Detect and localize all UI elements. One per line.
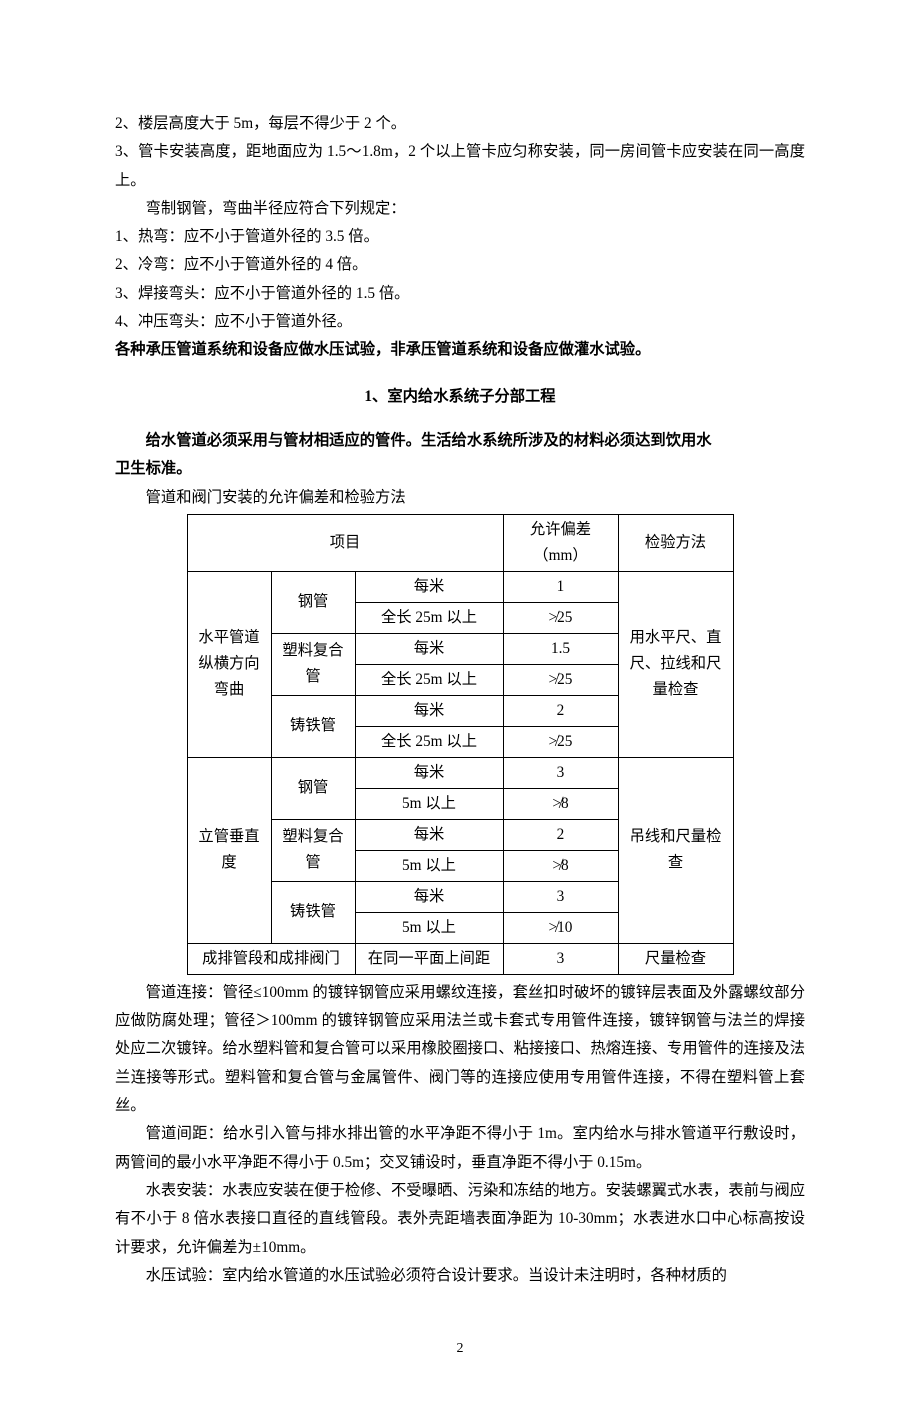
table-cell: 1 (503, 571, 618, 602)
table-cell: 全长 25m 以上 (355, 602, 503, 633)
table-header: 允许偏差（mm） (503, 514, 618, 571)
table-cell: 每米 (355, 819, 503, 850)
table-cell: ≯10 (503, 912, 618, 943)
table-cell: 全长 25m 以上 (355, 664, 503, 695)
table-cell: 3 (503, 943, 618, 974)
table-cell: 在同一平面上间距 (355, 943, 503, 974)
table-cell: ≯8 (503, 788, 618, 819)
table-cell: 每米 (355, 757, 503, 788)
table-cell: ≯25 (503, 664, 618, 695)
table-cell: 2 (503, 695, 618, 726)
table-cell: 铸铁管 (271, 881, 355, 943)
table-cell: ≯25 (503, 602, 618, 633)
table-cell: 立管垂直度 (187, 757, 271, 943)
text-line: 3、管卡安装高度，距地面应为 1.5～1.8m，2 个以上管卡应匀称安装，同一房… (115, 138, 805, 195)
table-header-row: 项目 允许偏差（mm） 检验方法 (187, 514, 733, 571)
paragraph: 管道连接：管径≤100mm 的镀锌钢管应采用螺纹连接，套丝扣时破坏的镀锌层表面及… (115, 979, 805, 1120)
text-line: 1、热弯：应不小于管道外径的 3.5 倍。 (115, 223, 805, 251)
bold-paragraph: 给水管道必须采用与管材相适应的管件。生活给水系统所涉及的材料必须达到饮用水 (115, 427, 805, 455)
table-cell: 塑料复合管 (271, 633, 355, 695)
table-cell: 5m 以上 (355, 788, 503, 819)
table-header: 项目 (187, 514, 503, 571)
table-cell: 每米 (355, 571, 503, 602)
table-cell: 2 (503, 819, 618, 850)
table-cell: 3 (503, 881, 618, 912)
table-cell: 每米 (355, 695, 503, 726)
table-cell: 吊线和尺量检查 (618, 757, 733, 943)
page-number: 2 (115, 1336, 805, 1362)
text-line: 2、楼层高度大于 5m，每层不得少于 2 个。 (115, 110, 805, 138)
table-header: 检验方法 (618, 514, 733, 571)
paragraph: 水表安装：水表应安装在便于检修、不受曝晒、污染和冻结的地方。安装螺翼式水表，表前… (115, 1177, 805, 1262)
table-cell: 钢管 (271, 571, 355, 633)
table-cell: 塑料复合管 (271, 819, 355, 881)
text-line: 弯制钢管，弯曲半径应符合下列规定： (115, 195, 805, 223)
text-line: 4、冲压弯头：应不小于管道外径。 (115, 308, 805, 336)
paragraph: 水压试验：室内给水管道的水压试验必须符合设计要求。当设计未注明时，各种材质的 (115, 1262, 805, 1290)
tolerance-table: 项目 允许偏差（mm） 检验方法 水平管道纵横方向弯曲 钢管 每米 1 用水平尺… (187, 514, 734, 975)
table-row: 成排管段和成排阀门 在同一平面上间距 3 尺量检查 (187, 943, 733, 974)
section-title: 1、室内给水系统子分部工程 (115, 383, 805, 411)
table-cell: 水平管道纵横方向弯曲 (187, 571, 271, 757)
table-cell: 尺量检查 (618, 943, 733, 974)
text-line: 2、冷弯：应不小于管道外径的 4 倍。 (115, 251, 805, 279)
paragraph: 管道间距：给水引入管与排水排出管的水平净距不得小于 1m。室内给水与排水管道平行… (115, 1120, 805, 1177)
table-row: 水平管道纵横方向弯曲 钢管 每米 1 用水平尺、直尺、拉线和尺量检查 (187, 571, 733, 602)
text-line: 3、焊接弯头：应不小于管道外径的 1.5 倍。 (115, 280, 805, 308)
table-cell: 用水平尺、直尺、拉线和尺量检查 (618, 571, 733, 757)
page-container: 2、楼层高度大于 5m，每层不得少于 2 个。 3、管卡安装高度，距地面应为 1… (0, 0, 920, 1402)
table-cell: 铸铁管 (271, 695, 355, 757)
table-cell: 5m 以上 (355, 912, 503, 943)
table-cell: ≯8 (503, 850, 618, 881)
table-cell: 5m 以上 (355, 850, 503, 881)
table-caption: 管道和阀门安装的允许偏差和检验方法 (115, 484, 805, 512)
table-row: 立管垂直度 钢管 每米 3 吊线和尺量检查 (187, 757, 733, 788)
table-cell: 钢管 (271, 757, 355, 819)
table-cell: 1.5 (503, 633, 618, 664)
table-cell: 全长 25m 以上 (355, 726, 503, 757)
table-cell: 每米 (355, 881, 503, 912)
bold-paragraph: 卫生标准。 (115, 455, 805, 483)
table-cell: ≯25 (503, 726, 618, 757)
table-cell: 3 (503, 757, 618, 788)
table-cell: 成排管段和成排阀门 (187, 943, 355, 974)
bold-text: 各种承压管道系统和设备应做水压试验，非承压管道系统和设备应做灌水试验。 (115, 336, 805, 364)
table-cell: 每米 (355, 633, 503, 664)
